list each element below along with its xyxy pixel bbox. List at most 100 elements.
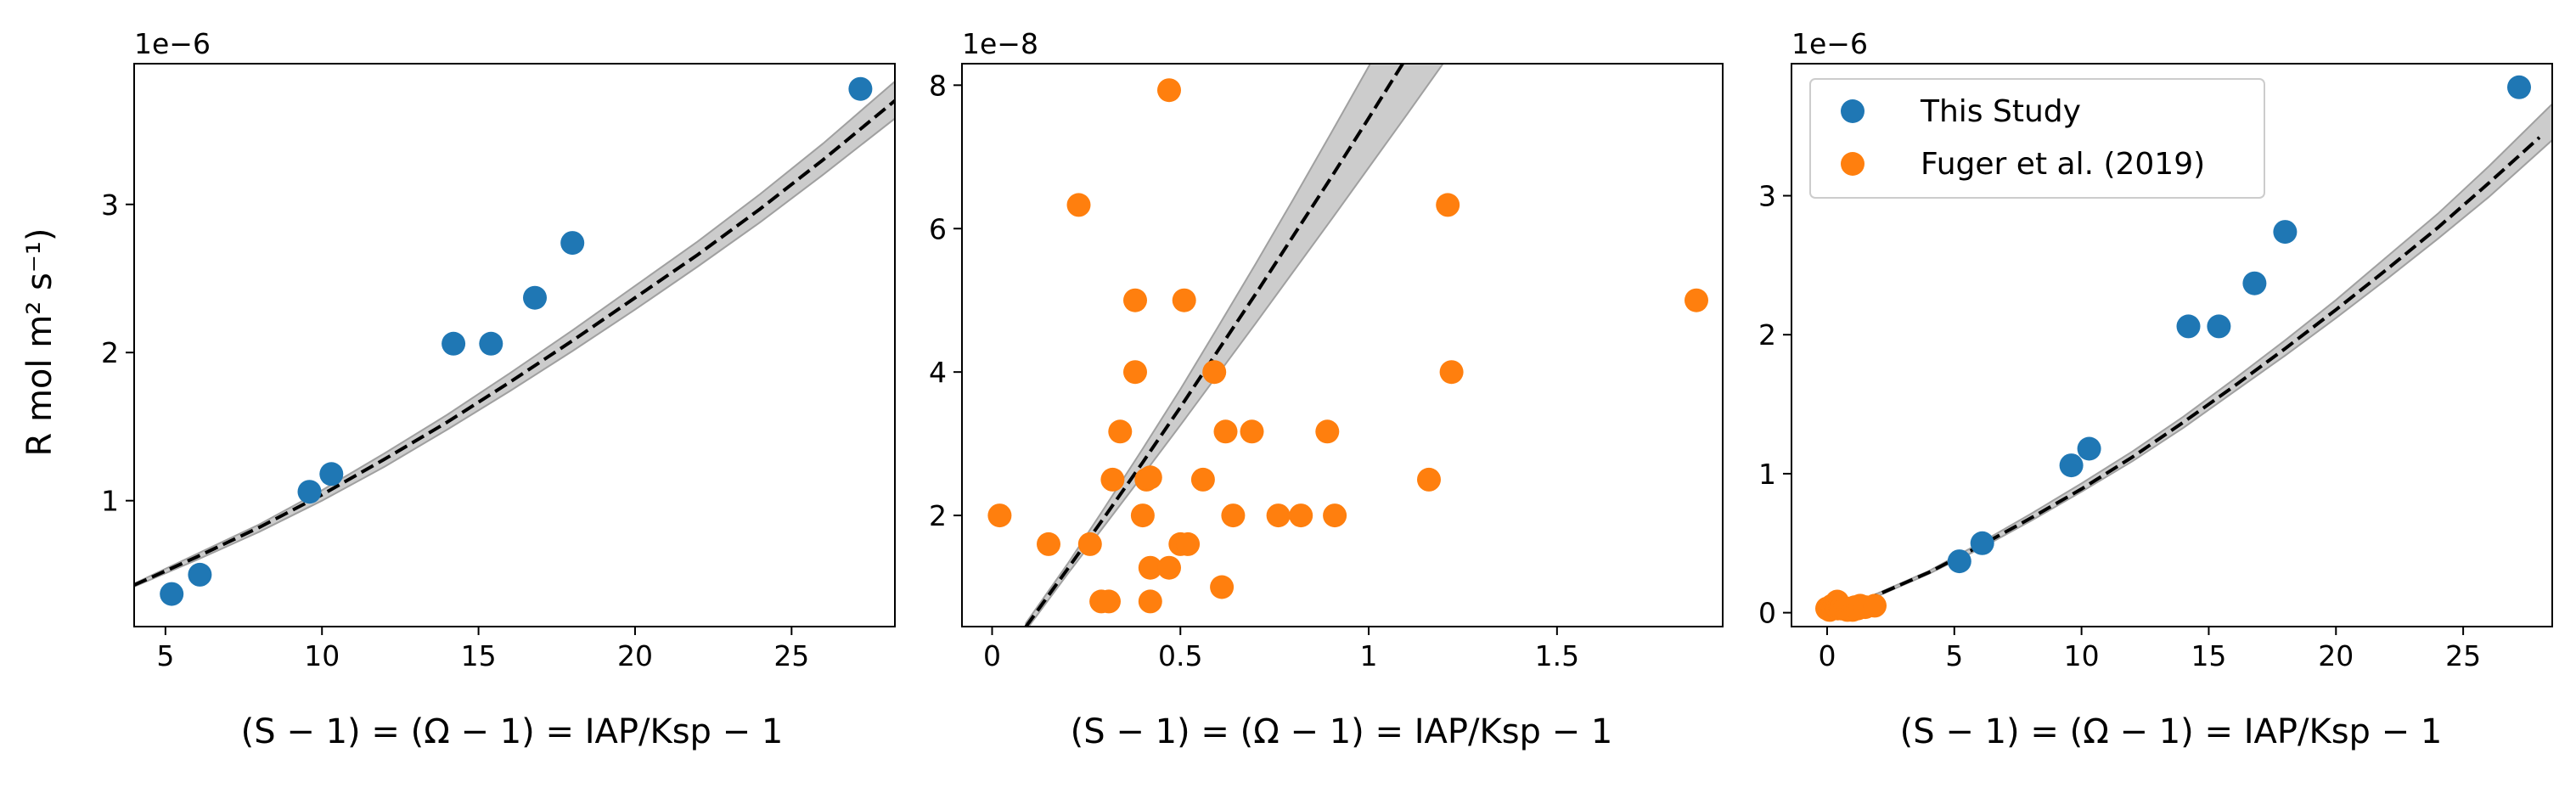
legend-label: This Study (1920, 94, 2081, 129)
data-point (1863, 593, 1887, 618)
data-point (1417, 467, 1441, 492)
axis-scale-label: 1e−8 (962, 27, 1038, 60)
plot-area-3 (1815, 75, 2552, 622)
data-point (1266, 503, 1291, 528)
panel-1: 5 10 15 20 25 1 2 3 1e−6 (101, 27, 896, 672)
axes-frame (133, 63, 896, 627)
y-tick-label: 2 (929, 499, 947, 532)
data-point (160, 582, 184, 606)
y-tick-label: 6 (929, 212, 947, 245)
data-point (1097, 589, 1121, 614)
axes-frame (1791, 63, 2553, 627)
x-tick-label: 20 (2318, 639, 2354, 672)
legend-marker (1841, 99, 1865, 123)
x-tick-label: 5 (156, 639, 174, 672)
data-point (1315, 419, 1340, 444)
x-tick-label: 10 (2064, 639, 2100, 672)
confidence-band (1826, 103, 2552, 614)
data-point (2242, 271, 2267, 295)
data-point (560, 231, 585, 256)
y-tick-label: 0 (1758, 597, 1776, 630)
data-point (1138, 555, 1162, 580)
x-tick-label: 25 (773, 639, 809, 672)
data-point (1123, 360, 1147, 385)
data-point (1123, 288, 1147, 312)
x-tick-label: 1.5 (1535, 639, 1579, 672)
data-point (1138, 465, 1162, 490)
x-axis-label-panel-1: (S − 1) = (Ω − 1) = IAP/Ksp − 1 (241, 712, 784, 751)
fit-line (134, 99, 895, 587)
panel-2: 0 0.5 1 1.5 2 4 6 8 1e−8 (929, 27, 1724, 672)
data-point (188, 562, 212, 587)
data-point (1685, 288, 1708, 312)
data-point (1157, 555, 1181, 580)
legend-box (1809, 78, 2265, 199)
data-point (2507, 75, 2531, 99)
data-point (2077, 436, 2101, 461)
data-point (2207, 314, 2231, 339)
data-point (442, 331, 466, 356)
data-point (1157, 78, 1181, 103)
data-point (1289, 503, 1313, 528)
y-tick-label: 1 (101, 485, 119, 518)
data-point (1172, 288, 1196, 312)
x-tick-label: 0 (983, 639, 1001, 672)
plot-area-1 (134, 76, 895, 606)
data-point (1439, 360, 1464, 385)
y-tick-label: 2 (101, 336, 119, 369)
data-point (1221, 503, 1246, 528)
y-axis-label: R mol m² s⁻¹) (20, 228, 59, 456)
data-point (1970, 531, 1994, 555)
data-point (2273, 220, 2298, 245)
data-point (523, 285, 547, 310)
data-point (1202, 360, 1227, 385)
x-tick-label: 1 (1360, 639, 1378, 672)
y-tick-label: 3 (101, 188, 119, 222)
x-tick-label: 10 (304, 639, 340, 672)
axis-scale-label: 1e−6 (1791, 27, 1868, 60)
plot-area-2 (987, 64, 1708, 627)
y-tick-label: 1 (1758, 458, 1776, 491)
data-point (1138, 589, 1162, 614)
data-point (987, 503, 1012, 528)
data-point (1130, 503, 1155, 528)
data-point (1176, 531, 1201, 556)
y-tick-label: 2 (1758, 318, 1776, 352)
legend-label: Fuger et al. (2019) (1921, 147, 2205, 182)
data-point (1077, 531, 1102, 556)
x-tick-label: 0 (1818, 639, 1836, 672)
axes-frame (961, 63, 1724, 627)
data-point (479, 331, 503, 356)
data-point (1066, 193, 1091, 217)
data-point (2059, 453, 2084, 478)
data-point (1947, 549, 1971, 574)
x-tick-label: 5 (1945, 639, 1963, 672)
legend-marker (1841, 152, 1865, 176)
data-point (1323, 503, 1347, 528)
x-tick-label: 15 (2191, 639, 2226, 672)
data-point (1037, 531, 1060, 556)
x-tick-label: 0.5 (1158, 639, 1202, 672)
y-tick-label: 8 (929, 69, 947, 102)
data-point (1213, 419, 1238, 444)
panel-3: 0 5 10 15 20 25 0 1 2 3 1e−6 This Study Fuger et al.… (1758, 27, 2553, 672)
x-tick-label: 25 (2445, 639, 2481, 672)
y-tick-label: 3 (1758, 180, 1776, 213)
fit-line (1826, 136, 2541, 615)
confidence-band (134, 80, 895, 588)
data-point (1108, 419, 1133, 444)
data-point (1240, 419, 1264, 444)
data-point (848, 76, 873, 101)
axis-scale-label: 1e−6 (134, 27, 211, 60)
data-point (319, 462, 344, 486)
data-point (1210, 575, 1235, 599)
data-point (2176, 314, 2201, 339)
y-tick-label: 4 (929, 356, 947, 389)
data-point (1436, 193, 1460, 217)
x-axis-label-panel-3: (S − 1) = (Ω − 1) = IAP/Ksp − 1 (1900, 712, 2443, 751)
data-point (1100, 467, 1125, 492)
x-tick-label: 15 (461, 639, 497, 672)
fit-line (1024, 64, 1405, 627)
x-tick-label: 20 (617, 639, 653, 672)
